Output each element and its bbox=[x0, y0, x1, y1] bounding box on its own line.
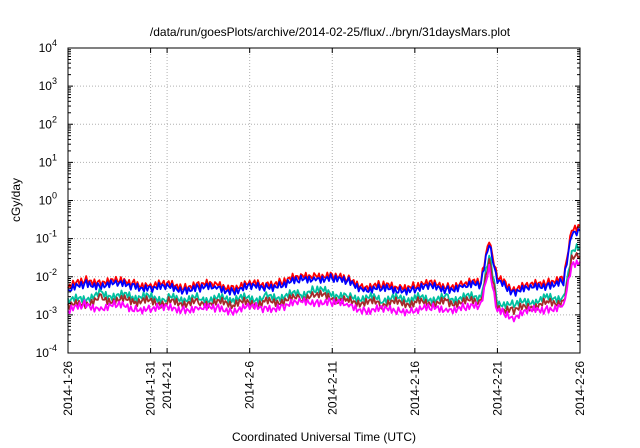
series-line-4 bbox=[67, 259, 581, 323]
y-tick-label: 102 bbox=[39, 114, 57, 131]
y-axis-label: cGy/day bbox=[9, 178, 23, 222]
y-axis: 10-4 10-3 10-2 10-1 100 101 102 103 104 bbox=[36, 38, 580, 360]
x-tick-label: 2014-1-26 bbox=[61, 361, 75, 416]
y-tick-label: 104 bbox=[39, 38, 57, 55]
y-tick-label: 10-1 bbox=[36, 229, 57, 246]
y-tick-label: 10-2 bbox=[36, 267, 57, 284]
y-tick-label: 103 bbox=[39, 76, 57, 93]
y-tick-label: 10-4 bbox=[36, 343, 57, 360]
x-tick-label: 2014-1-31 bbox=[144, 361, 158, 416]
x-axis: 2014-1-26 2014-1-31 2014-2-1 2014-2-6 2014-2… bbox=[61, 48, 587, 416]
y-tick-label: 10-3 bbox=[36, 305, 57, 322]
x-axis-label: Coordinated Universal Time (UTC) bbox=[232, 430, 416, 444]
series-layer bbox=[67, 224, 581, 323]
y-tick-label: 100 bbox=[39, 191, 57, 208]
y-tick-label: 101 bbox=[39, 152, 57, 169]
x-tick-label: 2014-2-11 bbox=[325, 361, 339, 415]
x-tick-label: 2014-2-1 bbox=[160, 361, 174, 409]
series-line-1 bbox=[67, 228, 581, 297]
series-line-3 bbox=[67, 252, 581, 316]
x-tick-label: 2014-2-16 bbox=[408, 361, 422, 416]
x-tick-label: 2014-2-6 bbox=[243, 361, 257, 409]
x-tick-label: 2014-2-21 bbox=[490, 361, 504, 416]
chart-title: /data/run/goesPlots/archive/2014-02-25/f… bbox=[150, 25, 511, 39]
x-tick-label: 2014-2-26 bbox=[573, 361, 587, 416]
